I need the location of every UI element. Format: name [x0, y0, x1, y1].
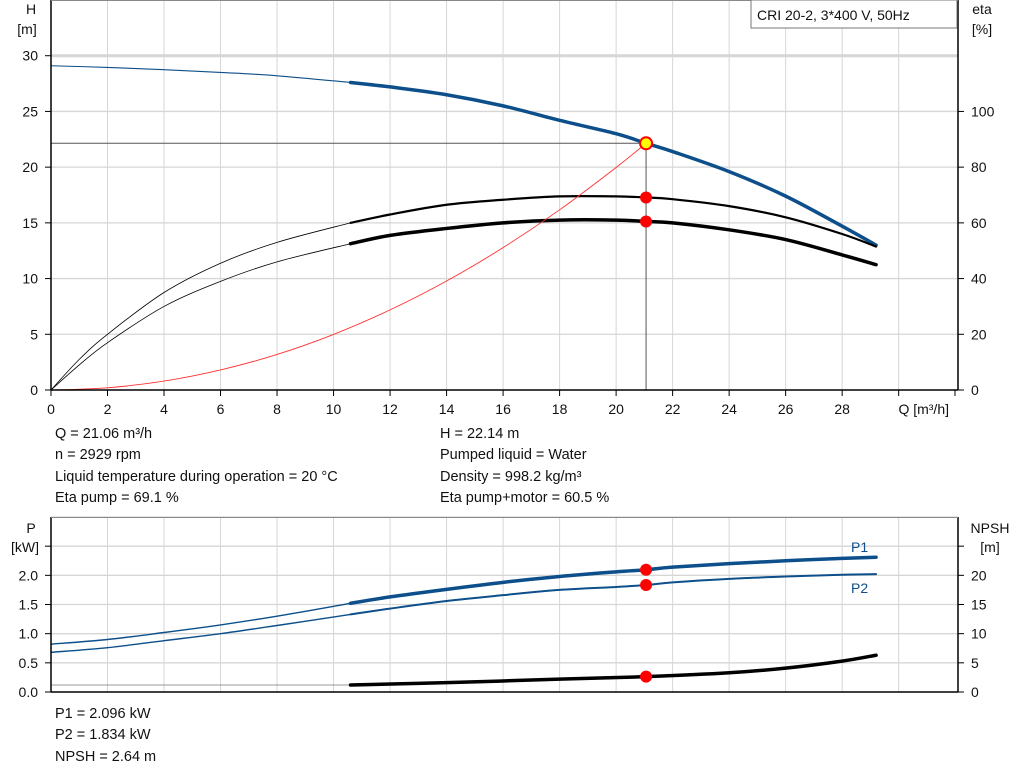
y-left-tick-label: 10 — [22, 271, 38, 287]
x-tick-label: 4 — [160, 401, 168, 417]
x-tick-label: 28 — [834, 401, 850, 417]
title-box-text: CRI 20-2, 3*400 V, 50Hz — [757, 7, 910, 23]
x-tick-label: 0 — [47, 401, 55, 417]
eta-pump-motor-curve — [348, 218, 878, 267]
y-right-tick-label: 15 — [971, 597, 987, 613]
y-left-tick-label: 20 — [22, 159, 38, 175]
y-right-axis-unit: [%] — [972, 21, 992, 37]
npsh-duty-marker — [640, 670, 653, 683]
p2-series-label: P2 — [851, 580, 868, 596]
y-left-tick-label: 0.5 — [19, 655, 39, 671]
p2-duty-marker — [640, 579, 653, 592]
y-right-tick-label: 40 — [971, 271, 987, 287]
info-bottom: P1 = 2.096 kW P2 = 1.834 kW NPSH = 2.64 … — [55, 704, 156, 768]
npsh-curve — [348, 653, 878, 687]
info-liquid: Pumped liquid = Water — [440, 447, 587, 464]
top-grid — [50, 0, 958, 390]
y-left-tick-label: 5 — [30, 326, 38, 342]
y-left-tick-label: 15 — [22, 215, 38, 231]
y-right-tick-label: 20 — [971, 567, 987, 583]
y-right-axis-label: NPSH — [971, 520, 1010, 536]
y-left-tick-label: 0.0 — [19, 684, 39, 700]
p1-duty-marker — [640, 563, 653, 576]
y-right-tick-label: 0 — [971, 382, 979, 398]
title-box: CRI 20-2, 3*400 V, 50Hz — [750, 0, 958, 29]
eta-pump-duty-marker — [640, 191, 653, 204]
y-right-tick-label: 20 — [971, 326, 987, 342]
eta-pump-curve — [349, 194, 878, 248]
info-density: Density = 998.2 kg/m³ — [440, 468, 582, 485]
x-tick-label: 18 — [552, 401, 568, 417]
info-left: Q = 21.06 m³/h n = 2929 rpm Liquid tempe… — [55, 424, 338, 509]
p2-curve-extension — [50, 613, 351, 654]
y-left-axis-unit: [m] — [17, 21, 36, 37]
x-tick-label: 2 — [104, 401, 112, 417]
y-left-tick-label: 25 — [22, 103, 38, 119]
y-left-tick-label: 30 — [22, 48, 38, 64]
y-right-axis-label: eta — [972, 1, 992, 17]
x-tick-label: 10 — [326, 401, 342, 417]
y-left-axis-unit: [kW] — [11, 539, 39, 555]
info-npsh: NPSH = 2.64 m — [55, 748, 157, 765]
y-left-tick-label: 2.0 — [19, 567, 39, 583]
x-tick-label: 16 — [495, 401, 511, 417]
x-tick-label: 20 — [608, 401, 624, 417]
info-eta-pump-motor: Eta pump+motor = 60.5 % — [440, 489, 610, 506]
p1-curve — [348, 555, 878, 606]
x-tick-label: 22 — [665, 401, 681, 417]
y-left-tick-label: 0 — [30, 382, 38, 398]
y-left-axis-label: P — [26, 520, 35, 536]
curves — [50, 65, 878, 687]
p1-curve-extension — [50, 602, 351, 645]
info-p2: P2 = 1.834 kW — [55, 727, 151, 744]
y-right-axis-unit: [m] — [980, 539, 999, 555]
p2-curve — [349, 573, 878, 616]
y-right-tick-label: 80 — [971, 159, 987, 175]
y-right-tick-label: 10 — [971, 626, 987, 642]
x-tick-label: 8 — [273, 401, 281, 417]
info-q: Q = 21.06 m³/h — [55, 426, 153, 442]
y-left-tick-label: 1.5 — [19, 597, 39, 613]
info-h: H = 22.14 m — [440, 426, 520, 442]
p1-series-label: P1 — [851, 539, 868, 555]
h-curve — [348, 80, 878, 247]
x-axis-label: Q [m³/h] — [898, 401, 949, 417]
eta-pump-motor-curve-extension — [50, 243, 351, 391]
bottom-grid — [50, 516, 958, 692]
x-tick-label: 12 — [382, 401, 398, 417]
y-left-axis-label: H — [26, 1, 36, 17]
eta-pump-motor-duty-marker — [640, 215, 653, 228]
y-right-tick-label: 5 — [971, 655, 979, 671]
system-curve — [50, 142, 647, 391]
axes — [45, 0, 964, 693]
info-n: n = 2929 rpm — [55, 447, 141, 464]
duty-point-marker — [639, 136, 654, 151]
y-right-tick-label: 100 — [971, 103, 995, 119]
info-eta-pump: Eta pump = 69.1 % — [55, 489, 179, 506]
eta-pump-curve-extension — [50, 222, 351, 391]
y-right-tick-label: 60 — [971, 215, 987, 231]
info-right: H = 22.14 m Pumped liquid = Water Densit… — [440, 424, 609, 509]
info-p1: P1 = 2.096 kW — [55, 706, 151, 722]
y-right-tick-label: 0 — [971, 684, 979, 700]
x-tick-label: 24 — [721, 401, 737, 417]
info-temp: Liquid temperature during operation = 20… — [55, 468, 338, 485]
x-tick-label: 14 — [439, 401, 455, 417]
x-tick-label: 26 — [778, 401, 794, 417]
h-curve-extension — [50, 65, 351, 84]
y-left-tick-label: 1.0 — [19, 626, 39, 642]
x-tick-label: 6 — [217, 401, 225, 417]
